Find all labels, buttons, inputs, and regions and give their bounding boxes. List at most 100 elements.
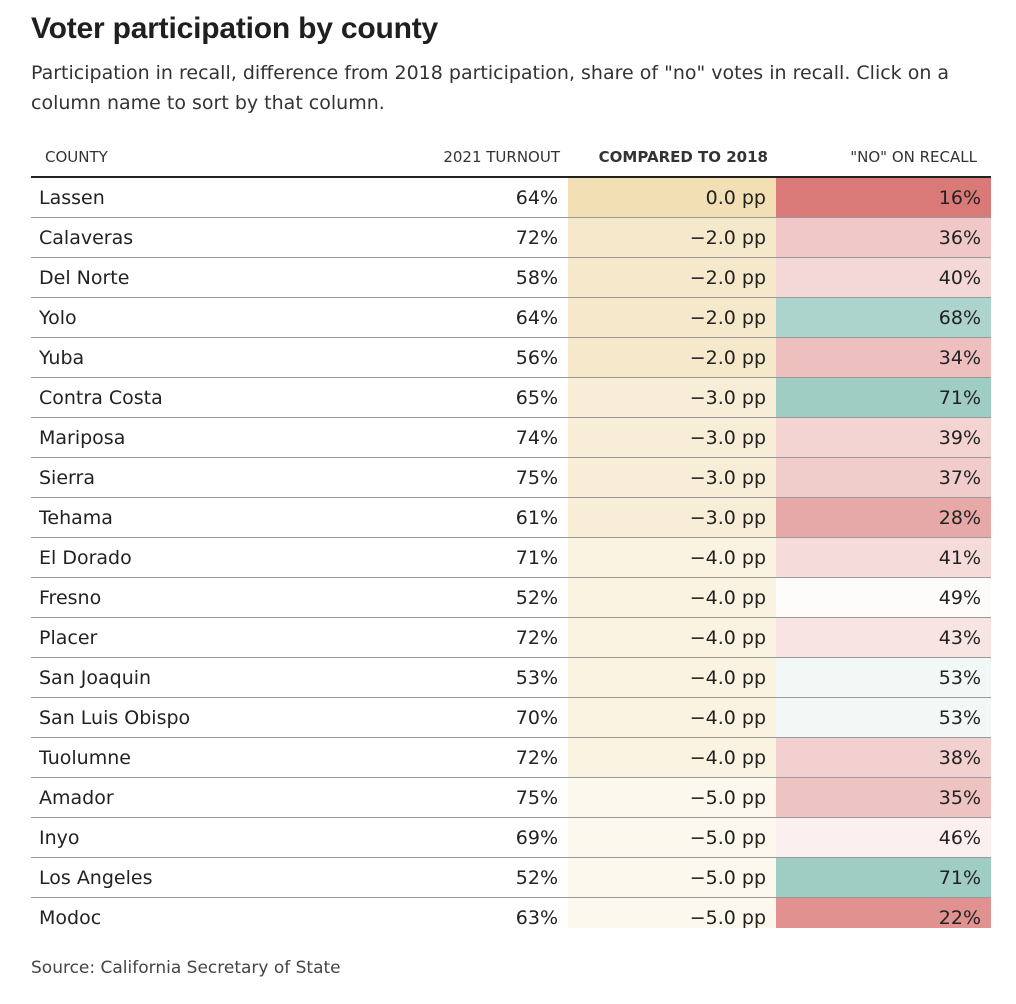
recall-cell: 53% xyxy=(776,657,991,698)
table-row: Modoc 63% −5.0 pp 22% xyxy=(31,897,991,928)
table-row: Amador 75% −5.0 pp 35% xyxy=(31,777,991,818)
county-cell: Placer xyxy=(31,617,331,658)
turnout-cell: 72% xyxy=(331,217,568,258)
recall-cell: 68% xyxy=(776,297,991,338)
compared-cell: −2.0 pp xyxy=(568,257,776,298)
turnout-cell: 64% xyxy=(331,297,568,338)
source-note: Source: California Secretary of State xyxy=(31,958,341,978)
table-row: Mariposa 74% −3.0 pp 39% xyxy=(31,417,991,458)
county-cell: Inyo xyxy=(31,817,331,858)
compared-cell: 0.0 pp xyxy=(568,177,776,218)
turnout-cell: 71% xyxy=(331,537,568,578)
column-header-turnout[interactable]: 2021 TURNOUT xyxy=(331,138,568,178)
table-row: Los Angeles 52% −5.0 pp 71% xyxy=(31,857,991,898)
column-header-county[interactable]: COUNTY xyxy=(31,138,331,178)
table-row: Sierra 75% −3.0 pp 37% xyxy=(31,457,991,498)
recall-cell: 35% xyxy=(776,777,991,818)
table-body: Lassen 64% 0.0 pp 16% Calaveras 72% −2.0 pp 36%… xyxy=(31,177,991,928)
county-cell: Calaveras xyxy=(31,217,331,258)
table-container[interactable]: COUNTY 2021 TURNOUT COMPARED TO 2018 "NO… xyxy=(31,138,991,928)
turnout-cell: 58% xyxy=(331,257,568,298)
compared-cell: −3.0 pp xyxy=(568,497,776,538)
compared-cell: −5.0 pp xyxy=(568,817,776,858)
table-row: Yuba 56% −2.0 pp 34% xyxy=(31,337,991,378)
compared-cell: −2.0 pp xyxy=(568,297,776,338)
compared-cell: −2.0 pp xyxy=(568,337,776,378)
table-row: Tehama 61% −3.0 pp 28% xyxy=(31,497,991,538)
turnout-cell: 72% xyxy=(331,617,568,658)
column-header-recall[interactable]: "NO" ON RECALL xyxy=(776,138,991,178)
table-row: Del Norte 58% −2.0 pp 40% xyxy=(31,257,991,298)
county-cell: Modoc xyxy=(31,897,331,928)
recall-cell: 34% xyxy=(776,337,991,378)
table-row: Calaveras 72% −2.0 pp 36% xyxy=(31,217,991,258)
turnout-cell: 75% xyxy=(331,457,568,498)
recall-cell: 71% xyxy=(776,857,991,898)
table-row: El Dorado 71% −4.0 pp 41% xyxy=(31,537,991,578)
county-cell: San Luis Obispo xyxy=(31,697,331,738)
turnout-cell: 75% xyxy=(331,777,568,818)
county-table: COUNTY 2021 TURNOUT COMPARED TO 2018 "NO… xyxy=(31,138,991,928)
county-cell: Fresno xyxy=(31,577,331,618)
table-row: Inyo 69% −5.0 pp 46% xyxy=(31,817,991,858)
table-row: Tuolumne 72% −4.0 pp 38% xyxy=(31,737,991,778)
compared-cell: −3.0 pp xyxy=(568,457,776,498)
turnout-cell: 63% xyxy=(331,897,568,928)
header-row: COUNTY 2021 TURNOUT COMPARED TO 2018 "NO… xyxy=(31,138,991,178)
compared-cell: −2.0 pp xyxy=(568,217,776,258)
compared-cell: −5.0 pp xyxy=(568,857,776,898)
chart-subtitle: Participation in recall, difference from… xyxy=(31,62,950,114)
compared-cell: −4.0 pp xyxy=(568,537,776,578)
table-row: San Luis Obispo 70% −4.0 pp 53% xyxy=(31,697,991,738)
county-cell: Contra Costa xyxy=(31,377,331,418)
county-cell: Sierra xyxy=(31,457,331,498)
recall-cell: 46% xyxy=(776,817,991,858)
recall-cell: 37% xyxy=(776,457,991,498)
table-row: Lassen 64% 0.0 pp 16% xyxy=(31,177,991,218)
recall-cell: 39% xyxy=(776,417,991,458)
turnout-cell: 72% xyxy=(331,737,568,778)
compared-cell: −5.0 pp xyxy=(568,777,776,818)
county-cell: Lassen xyxy=(31,177,331,218)
turnout-cell: 56% xyxy=(331,337,568,378)
compared-cell: −4.0 pp xyxy=(568,737,776,778)
turnout-cell: 61% xyxy=(331,497,568,538)
table-row: Contra Costa 65% −3.0 pp 71% xyxy=(31,377,991,418)
turnout-cell: 69% xyxy=(331,817,568,858)
compared-cell: −4.0 pp xyxy=(568,577,776,618)
county-cell: Los Angeles xyxy=(31,857,331,898)
recall-cell: 49% xyxy=(776,577,991,618)
table-row: Fresno 52% −4.0 pp 49% xyxy=(31,577,991,618)
recall-cell: 22% xyxy=(776,897,991,928)
compared-cell: −4.0 pp xyxy=(568,697,776,738)
turnout-cell: 52% xyxy=(331,857,568,898)
recall-cell: 16% xyxy=(776,177,991,218)
table-row: Yolo 64% −2.0 pp 68% xyxy=(31,297,991,338)
county-cell: Mariposa xyxy=(31,417,331,458)
county-cell: Del Norte xyxy=(31,257,331,298)
recall-cell: 36% xyxy=(776,217,991,258)
county-cell: Yuba xyxy=(31,337,331,378)
compared-cell: −3.0 pp xyxy=(568,417,776,458)
county-cell: Tehama xyxy=(31,497,331,538)
turnout-cell: 74% xyxy=(331,417,568,458)
recall-cell: 28% xyxy=(776,497,991,538)
compared-cell: −3.0 pp xyxy=(568,377,776,418)
compared-cell: −4.0 pp xyxy=(568,657,776,698)
turnout-cell: 70% xyxy=(331,697,568,738)
county-cell: El Dorado xyxy=(31,537,331,578)
turnout-cell: 52% xyxy=(331,577,568,618)
county-cell: San Joaquin xyxy=(31,657,331,698)
table-row: Placer 72% −4.0 pp 43% xyxy=(31,617,991,658)
compared-cell: −5.0 pp xyxy=(568,897,776,928)
turnout-cell: 64% xyxy=(331,177,568,218)
turnout-cell: 53% xyxy=(331,657,568,698)
chart-title: Voter participation by county xyxy=(31,12,439,45)
recall-cell: 43% xyxy=(776,617,991,658)
column-header-compared[interactable]: COMPARED TO 2018 xyxy=(568,138,776,178)
county-cell: Tuolumne xyxy=(31,737,331,778)
recall-cell: 53% xyxy=(776,697,991,738)
county-cell: Amador xyxy=(31,777,331,818)
recall-cell: 71% xyxy=(776,377,991,418)
recall-cell: 38% xyxy=(776,737,991,778)
